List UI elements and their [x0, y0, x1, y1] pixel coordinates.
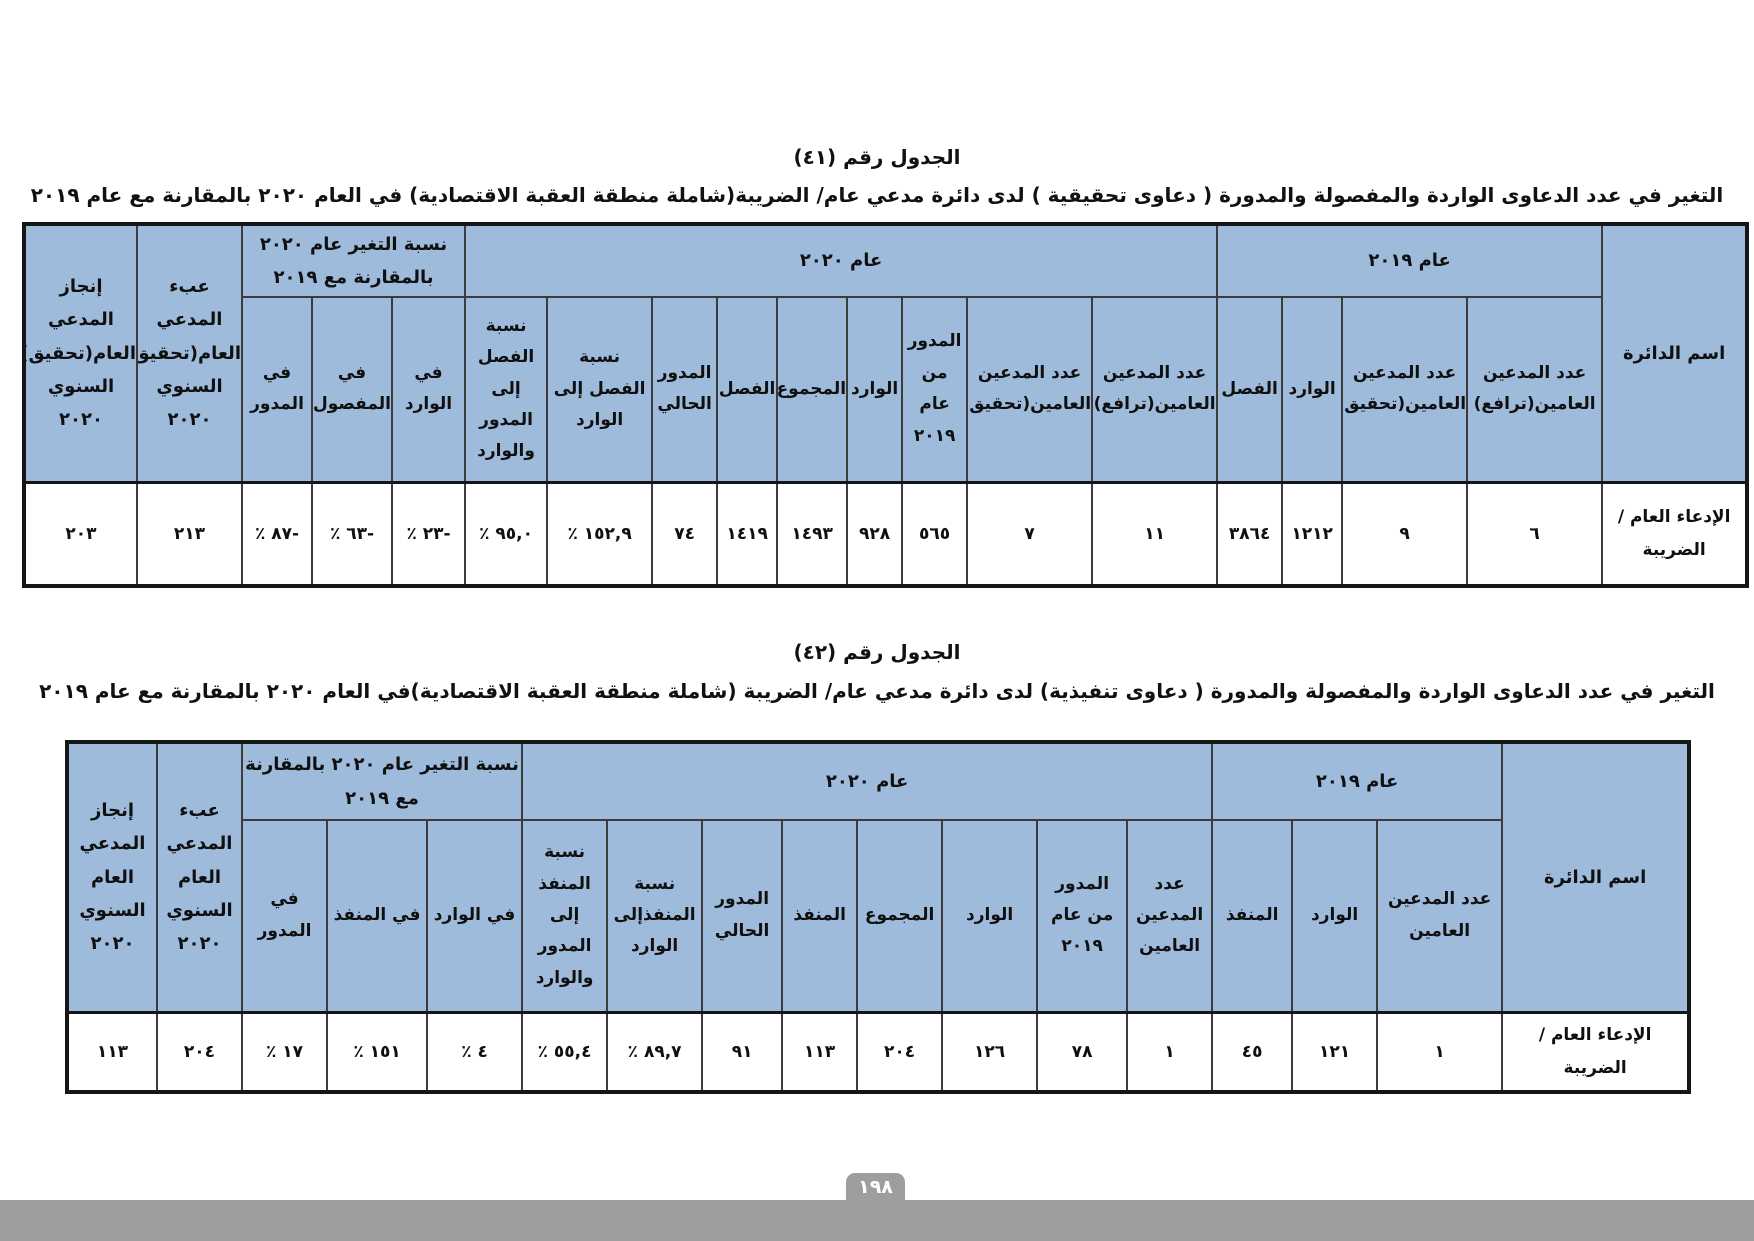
t42-v-2019-incoming: ١٢١: [1291, 1010, 1379, 1093]
t41-hchange-carryover: في المدور: [241, 296, 313, 483]
t42-header-achievement: إنجاز المدعي العام السنوي ٢٠٢٠: [66, 741, 158, 1013]
t41-v-2019-prosecutors-invest: ٩: [1341, 480, 1469, 587]
t42-v-change-incoming: ٪ ٤: [426, 1010, 524, 1093]
t41-h2020-prosecutors-trial: عدد المدعين العامين(ترافع): [1091, 296, 1219, 483]
t42-v-2020-executed: ١١٣: [781, 1010, 859, 1093]
t41-h2019-incoming: الوارد: [1281, 296, 1344, 483]
t42-v-change-executed: ٪ ١٥١: [326, 1010, 429, 1093]
t42-v-2020-carried-from-2019: ٧٨: [1036, 1010, 1129, 1093]
t41-header-achievement: إنجاز المدعي العام(تحقيق) السنوي ٢٠٢٠: [23, 223, 138, 483]
t41-h2020-carried-from-2019: المدور من عام ٢٠١٩: [901, 296, 969, 483]
t42-row-dept: الإدعاء العام / الضريبة: [1501, 1010, 1691, 1093]
t42-header-year-2019: عام ٢٠١٩: [1211, 741, 1504, 821]
t41-v-2020-current-carryover: ٧٤: [651, 480, 719, 587]
t41-v-2020-resolved: ١٤١٩: [716, 480, 779, 587]
t41-h2019-prosecutors-invest: عدد المدعين العامين(تحقيق): [1341, 296, 1469, 483]
t42-data-row: الإدعاء العام / الضريبة ١ ١٢١ ٤٥ ١ ٧٨ ١٢…: [66, 1010, 1691, 1093]
t42-v-2020-current-carryover: ٩١: [701, 1010, 784, 1093]
t42-h2020-prosecutors: عدد المدعين العامين: [1126, 819, 1214, 1013]
t42-h2020-ratio-executed-incoming: نسبة المنفذإلى الوارد: [606, 819, 704, 1013]
t42-h2020-incoming: الوارد: [941, 819, 1039, 1013]
t42-v-ratio-executed-carry-incoming: ٪ ٥٥,٤: [521, 1010, 609, 1093]
t42-v-achievement: ١١٣: [66, 1010, 158, 1093]
table42-title: الجدول رقم (٤٢): [793, 640, 961, 664]
t41-v-2020-prosecutors-invest: ٧: [966, 480, 1094, 587]
t42-v-2020-prosecutors: ١: [1126, 1010, 1214, 1093]
t41-h2020-ratio-resolved-carry-incoming: نسبة الفصل إلى المدور والوارد: [463, 296, 549, 483]
t41-v-ratio-resolved-incoming: ٪ ١٥٢,٩: [546, 480, 654, 587]
t41-hchange-resolved: في المفصول: [311, 296, 393, 483]
t41-header-year-2019: عام ٢٠١٩: [1216, 223, 1604, 298]
t42-hchange-executed: في المنفذ: [326, 819, 429, 1013]
t42-h2020-total: المجموع: [856, 819, 944, 1013]
t41-v-achievement: ٢٠٣: [23, 480, 138, 587]
table-41: اسم الدائرة عام ٢٠١٩ عام ٢٠٢٠ نسبة التغي…: [22, 222, 1750, 588]
t42-h2020-current-carryover: المدور الحالي: [701, 819, 784, 1013]
t42-header-change-group: نسبة التغير عام ٢٠٢٠ بالمقارنة مع ٢٠١٩: [240, 741, 524, 821]
t41-v-2020-total: ١٤٩٣: [776, 480, 849, 587]
t41-data-row: الإدعاء العام / الضريبة ٦ ٩ ١٢١٢ ٣٨٦٤ ١١…: [23, 480, 1749, 587]
t41-header-year-2020: عام ٢٠٢٠: [463, 223, 1219, 298]
page-number-badge: ١٩٨: [846, 1173, 905, 1203]
t42-v-burden: ٢٠٤: [156, 1010, 243, 1093]
t42-v-2019-executed: ٤٥: [1211, 1010, 1294, 1093]
t41-h2020-total: المجموع: [776, 296, 849, 483]
t41-h2020-prosecutors-invest: عدد المدعين العامين(تحقيق): [966, 296, 1094, 483]
t42-v-2019-prosecutors: ١: [1376, 1010, 1504, 1093]
t42-header-dept: اسم الدائرة: [1501, 741, 1691, 1013]
t41-h2019-prosecutors-trial: عدد المدعين العامين(ترافع): [1466, 296, 1604, 483]
t42-v-2020-incoming: ١٢٦: [941, 1010, 1039, 1093]
t41-v-change-resolved: ٪ ٦٣-: [311, 480, 393, 587]
t42-v-2020-total: ٢٠٤: [856, 1010, 944, 1093]
t42-h2019-incoming: الوارد: [1291, 819, 1379, 1013]
footer-bar: [0, 1200, 1754, 1241]
table42-subtitle: التغير في عدد الدعاوى الواردة والمفصولة …: [39, 679, 1715, 703]
t42-h2019-executed: المنفذ: [1211, 819, 1294, 1013]
t42-header-year-2020: عام ٢٠٢٠: [521, 741, 1214, 821]
t41-v-burden: ٢١٣: [136, 480, 243, 587]
t41-v-2019-resolved: ٣٨٦٤: [1216, 480, 1284, 587]
page-number: ١٩٨: [858, 1176, 893, 1198]
t42-h2019-prosecutors: عدد المدعين العامين: [1376, 819, 1504, 1013]
t42-header-burden: عبء المدعي العام السنوي ٢٠٢٠: [156, 741, 243, 1013]
t41-row-dept: الإدعاء العام / الضريبة: [1601, 480, 1749, 587]
t41-h2020-current-carryover: المدور الحالي: [651, 296, 719, 483]
table41-title: الجدول رقم (٤١): [793, 145, 961, 169]
t42-hchange-incoming: في الوارد: [426, 819, 524, 1013]
t42-h2020-ratio-executed-carry-incoming: نسبة المنفذ إلى المدور والوارد: [521, 819, 609, 1013]
t41-v-2020-prosecutors-trial: ١١: [1091, 480, 1219, 587]
table41-subtitle: التغير في عدد الدعاوى الواردة والمفصولة …: [30, 183, 1724, 207]
t41-hchange-incoming: في الوارد: [391, 296, 466, 483]
t41-header-change-group: نسبة التغير عام ٢٠٢٠ بالمقارنة مع ٢٠١٩: [241, 223, 466, 298]
table-42: اسم الدائرة عام ٢٠١٩ عام ٢٠٢٠ نسبة التغي…: [65, 740, 1692, 1094]
t41-header-burden: عبء المدعي العام(تحقيق) السنوي ٢٠٢٠: [136, 223, 243, 483]
t42-v-change-carryover: ٪ ١٧: [240, 1010, 329, 1093]
t41-v-change-carryover: ٪ ٨٧-: [241, 480, 313, 587]
t42-hchange-carryover: في المدور: [240, 819, 329, 1013]
t41-v-ratio-resolved-carry-incoming: ٪ ٩٥,٠: [463, 480, 549, 587]
t41-h2020-ratio-resolved-incoming: نسبة الفصل إلى الوارد: [546, 296, 654, 483]
t41-h2020-resolved: الفصل: [716, 296, 779, 483]
t41-v-2020-carried-from-2019: ٥٦٥: [901, 480, 969, 587]
t41-v-2020-incoming: ٩٢٨: [846, 480, 904, 587]
t42-h2020-executed: المنفذ: [781, 819, 859, 1013]
t42-v-ratio-executed-incoming: ٪ ٨٩,٧: [606, 1010, 704, 1093]
t42-h2020-carried-from-2019: المدور من عام ٢٠١٩: [1036, 819, 1129, 1013]
t41-h2019-resolved: الفصل: [1216, 296, 1284, 483]
t41-v-2019-prosecutors-trial: ٦: [1466, 480, 1604, 587]
t41-h2020-incoming: الوارد: [846, 296, 904, 483]
t41-v-2019-incoming: ١٢١٢: [1281, 480, 1344, 587]
t41-v-change-incoming: ٪ ٢٣-: [391, 480, 466, 587]
t41-header-dept: اسم الدائرة: [1601, 223, 1749, 483]
